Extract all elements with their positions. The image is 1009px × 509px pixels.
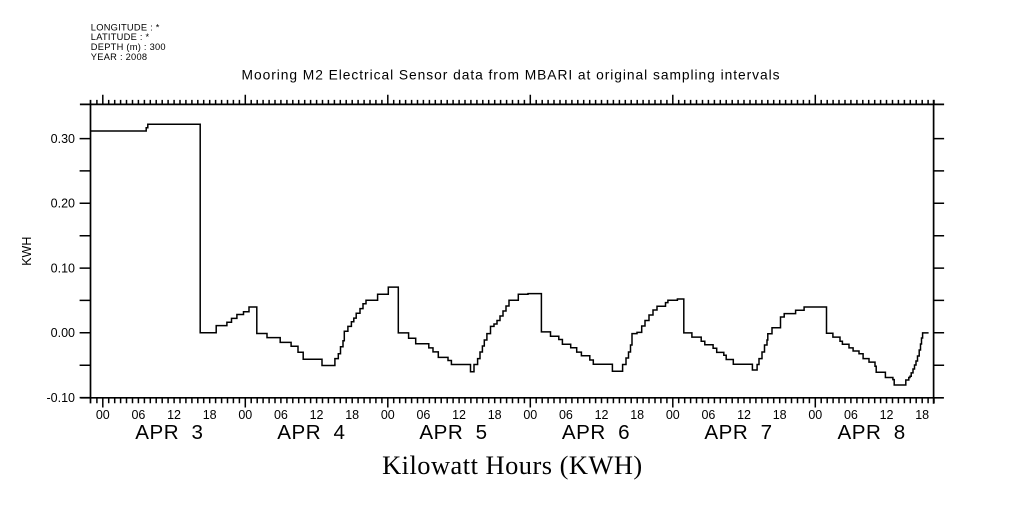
svg-text:06: 06 xyxy=(701,408,715,422)
svg-text:APR 8: APR 8 xyxy=(837,421,905,444)
svg-text:YEAR : 2008: YEAR : 2008 xyxy=(91,52,148,62)
svg-text:12: 12 xyxy=(595,408,609,422)
svg-text:06: 06 xyxy=(416,408,430,422)
svg-text:18: 18 xyxy=(203,408,217,422)
svg-text:-0.10: -0.10 xyxy=(47,391,76,405)
svg-text:00: 00 xyxy=(666,408,680,422)
svg-text:00: 00 xyxy=(523,408,537,422)
svg-text:18: 18 xyxy=(345,408,359,422)
svg-text:00: 00 xyxy=(808,408,822,422)
svg-text:00: 00 xyxy=(381,408,395,422)
svg-text:18: 18 xyxy=(773,408,787,422)
svg-text:APR 7: APR 7 xyxy=(704,421,772,444)
svg-text:18: 18 xyxy=(915,408,929,422)
svg-text:APR 3: APR 3 xyxy=(135,421,203,444)
svg-text:LATITUDE : *: LATITUDE : * xyxy=(91,32,150,42)
svg-text:06: 06 xyxy=(274,408,288,422)
svg-text:18: 18 xyxy=(630,408,644,422)
svg-text:KWH: KWH xyxy=(20,237,34,266)
svg-text:0.20: 0.20 xyxy=(51,197,75,211)
svg-text:12: 12 xyxy=(737,408,751,422)
svg-text:APR 6: APR 6 xyxy=(562,421,630,444)
svg-text:APR 5: APR 5 xyxy=(419,421,487,444)
svg-text:06: 06 xyxy=(131,408,145,422)
svg-text:12: 12 xyxy=(310,408,324,422)
svg-text:06: 06 xyxy=(844,408,858,422)
svg-text:DEPTH (m) : 300: DEPTH (m) : 300 xyxy=(91,42,166,52)
svg-text:12: 12 xyxy=(452,408,466,422)
svg-text:06: 06 xyxy=(559,408,573,422)
svg-text:LONGITUDE : *: LONGITUDE : * xyxy=(91,22,160,32)
svg-text:APR 4: APR 4 xyxy=(277,421,345,444)
svg-text:Mooring M2 Electrical Sensor d: Mooring M2 Electrical Sensor data from M… xyxy=(242,68,781,83)
svg-text:12: 12 xyxy=(880,408,894,422)
svg-text:00: 00 xyxy=(96,408,110,422)
svg-text:12: 12 xyxy=(167,408,181,422)
svg-text:0.00: 0.00 xyxy=(51,326,75,340)
svg-text:Kilowatt Hours (KWH): Kilowatt Hours (KWH) xyxy=(382,450,643,480)
svg-text:18: 18 xyxy=(488,408,502,422)
svg-text:0.30: 0.30 xyxy=(51,132,75,146)
svg-text:00: 00 xyxy=(238,408,252,422)
svg-text:0.10: 0.10 xyxy=(51,261,75,275)
